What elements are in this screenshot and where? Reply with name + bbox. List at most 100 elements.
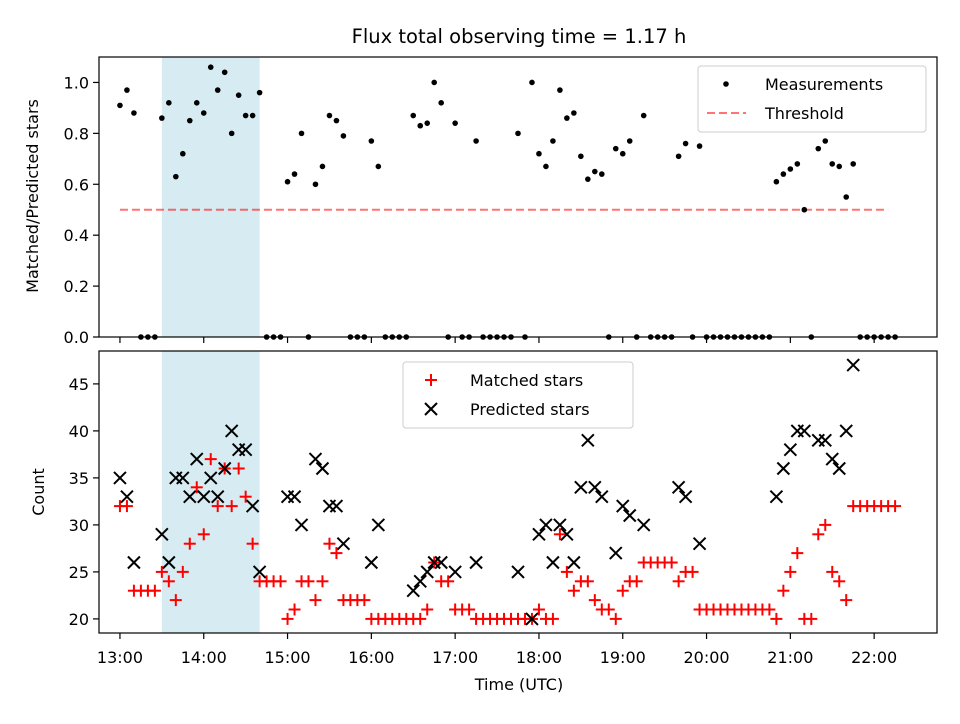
predicted-star-point — [364, 555, 379, 570]
measurement-point — [850, 161, 856, 167]
measurement-point — [571, 110, 577, 116]
measurement-point — [242, 112, 249, 119]
chart-title: Flux total observing time = 1.17 h — [352, 25, 687, 48]
predicted-star-point — [581, 433, 595, 448]
predicted-star-point — [155, 527, 169, 542]
predicted-star-point — [511, 565, 525, 579]
predicted-star-point — [336, 536, 351, 551]
measurement-point — [815, 145, 822, 152]
measurement-point — [612, 145, 619, 152]
measurement-point — [291, 171, 298, 177]
measurement-point — [166, 100, 172, 106]
matched-star-point — [358, 594, 371, 607]
matched-star-point — [225, 500, 238, 513]
x-tick-label: 18:00 — [516, 648, 562, 667]
predicted-star-point — [434, 555, 448, 570]
predicted-star-point — [224, 424, 239, 438]
matched-star-point — [309, 594, 322, 607]
x-tick-label: 16:00 — [348, 648, 394, 667]
measurement-point — [473, 138, 479, 144]
matched-star-point — [784, 565, 797, 578]
top-y-tick-label: 0.4 — [64, 226, 89, 245]
predicted-star-point — [190, 452, 204, 466]
legend-matched-marker — [425, 374, 437, 386]
matched-star-point — [665, 556, 678, 569]
measurement-point — [536, 150, 542, 157]
measurement-point — [550, 138, 556, 144]
measurement-point — [368, 138, 375, 144]
measurement-point — [256, 89, 263, 96]
top-legend: Measurements Threshold — [697, 65, 927, 133]
measurement-point — [431, 79, 438, 86]
measurement-point — [159, 115, 165, 121]
predicted-star-point — [553, 518, 567, 532]
bottom-legend: Matched stars Predicted stars — [402, 361, 634, 429]
x-axis-label: Time (UTC) — [474, 675, 563, 694]
measurement-point — [696, 143, 703, 149]
matched-star-point — [581, 575, 594, 588]
predicted-star-point — [113, 471, 127, 485]
predicted-star-point — [769, 489, 784, 504]
measurement-point — [186, 117, 193, 124]
matched-star-point — [120, 500, 133, 513]
matched-star-point — [819, 518, 832, 531]
measurement-point — [124, 87, 130, 93]
predicted-star-point — [287, 489, 302, 504]
measurement-point — [375, 163, 382, 170]
matched-star-point — [889, 500, 902, 513]
matched-star-point — [281, 612, 294, 625]
measurement-point — [543, 163, 549, 170]
predicted-star-point — [636, 518, 651, 532]
predicted-star-point — [539, 518, 553, 532]
measurement-point — [326, 112, 333, 119]
matched-star-point — [630, 575, 643, 588]
top-y-tick-label: 0.2 — [64, 277, 89, 296]
matched-star-point — [414, 612, 427, 625]
predicted-star-point — [406, 583, 420, 598]
measurement-point — [249, 112, 256, 119]
predicted-star-point — [532, 527, 546, 542]
measurement-point — [585, 176, 591, 182]
bottom-y-tick-label: 45 — [69, 375, 89, 394]
measurement-point — [515, 130, 521, 137]
predicted-star-point — [797, 424, 812, 438]
measurement-point — [619, 150, 626, 157]
matched-star-point — [169, 594, 182, 607]
matched-star-point — [770, 612, 783, 625]
predicted-star-point — [832, 461, 846, 476]
measurement-point — [452, 120, 458, 126]
matched-star-point — [609, 612, 622, 625]
matched-star-point — [532, 603, 545, 616]
predicted-star-point — [839, 424, 853, 438]
measurement-point — [319, 163, 326, 170]
predicted-star-point — [308, 452, 323, 466]
top-y-tick-label: 0.8 — [64, 124, 89, 143]
predicted-star-point — [825, 452, 839, 466]
measurement-point — [564, 115, 570, 121]
bottom-y-tick-label: 20 — [69, 610, 89, 629]
predicted-star-point — [567, 555, 581, 570]
predicted-star-point — [546, 555, 560, 570]
matched-star-point — [302, 575, 315, 588]
top-y-tick-label: 0.6 — [64, 175, 89, 194]
x-tick-label: 21:00 — [767, 648, 813, 667]
matched-star-point — [148, 584, 161, 597]
measurement-point — [200, 110, 207, 116]
matched-star-point — [791, 547, 804, 560]
measurement-point — [417, 122, 424, 129]
bottom-y-ticks: 20 25 30 35 40 45 — [69, 375, 99, 629]
predicted-star-point — [588, 480, 602, 495]
measurement-point — [333, 117, 340, 124]
predicted-star-point — [678, 489, 693, 504]
predicted-star-point — [595, 489, 609, 504]
predicted-star-point — [238, 442, 253, 457]
measurement-point — [312, 181, 319, 188]
predicted-star-point — [783, 442, 798, 457]
measurement-point — [626, 138, 633, 144]
matched-star-point — [288, 603, 301, 616]
bottom-x-ticks: 13:00 14:00 15:00 16:00 17:00 18:00 19:00 20:00… — [97, 633, 897, 667]
predicted-star-point — [197, 489, 211, 504]
ratio-panel: 0.0 0.2 0.4 0.6 0.8 1.0 Flux total observing … — [23, 25, 938, 347]
predicted-star-point — [183, 489, 197, 504]
